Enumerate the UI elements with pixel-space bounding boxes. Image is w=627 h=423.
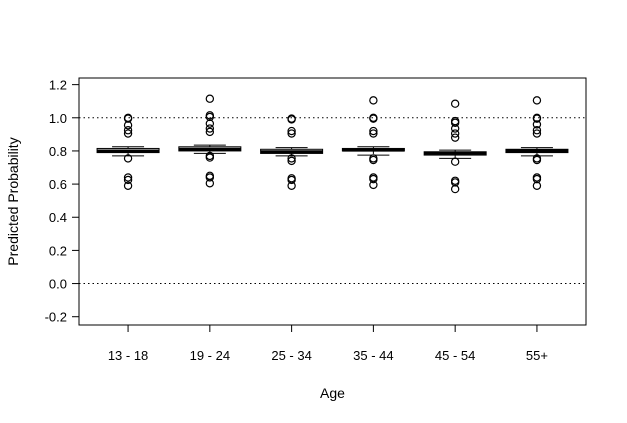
outlier-point	[123, 154, 133, 163]
outlier-point	[369, 129, 378, 138]
outlier-point	[287, 126, 296, 136]
outlier-point	[450, 116, 460, 126]
outlier-point	[287, 154, 296, 163]
y-tick-label: 0.0	[49, 277, 67, 292]
outlier-point	[450, 176, 460, 185]
x-tick-label: 45 - 54	[435, 348, 475, 363]
outlier-point	[123, 129, 133, 138]
outlier-point	[369, 126, 378, 136]
outlier-point	[205, 124, 215, 133]
x-tick-label: 55+	[526, 348, 548, 363]
x-tick-label: 13 - 18	[108, 348, 148, 363]
x-tick-label: 35 - 44	[353, 348, 393, 363]
outlier-point	[287, 129, 296, 138]
outlier-point	[287, 114, 296, 123]
outlier-point	[287, 174, 296, 183]
outlier-point	[532, 173, 542, 182]
box-5	[423, 149, 487, 159]
outlier-point	[532, 126, 542, 135]
y-axis-title: Predicted Probability	[5, 137, 21, 265]
y-tick-label: 0.2	[49, 243, 67, 258]
x-tick-label: 19 - 24	[190, 348, 230, 363]
outlier-point	[123, 126, 133, 135]
plot-frame	[78, 77, 587, 326]
outlier-point	[205, 94, 215, 103]
outlier-point	[369, 173, 378, 182]
y-tick-label: 1.2	[49, 78, 67, 93]
outlier-point	[205, 151, 215, 161]
y-tick-label: 0.4	[49, 210, 67, 225]
box-1	[96, 146, 160, 157]
reference-lines	[79, 117, 586, 285]
y-tick-label: -0.2	[45, 310, 67, 325]
outlier-point	[532, 113, 542, 122]
outlier-point	[532, 154, 542, 163]
outlier-point	[205, 127, 215, 137]
outlier-point	[369, 154, 378, 163]
outlier-point	[123, 173, 133, 182]
outlier-point	[287, 156, 296, 166]
outlier-point	[532, 96, 542, 105]
outlier-point	[123, 113, 133, 122]
outlier-point	[369, 113, 378, 122]
outlier-point	[532, 129, 542, 138]
outlier-points	[123, 94, 542, 194]
y-tick-label: 1.0	[49, 111, 67, 126]
x-tick-label: 25 - 34	[271, 348, 311, 363]
outlier-point	[123, 181, 133, 190]
box-3	[260, 147, 324, 157]
y-tick-label: 0.6	[49, 177, 67, 192]
y-axis: -0.2 0.0 0.2 0.4 0.6 0.8 1.0 1.2	[45, 78, 79, 325]
outlier-point	[450, 129, 460, 138]
x-axis: 13 - 18 19 - 24 25 - 34 35 - 44 45 - 54 55+	[108, 325, 548, 363]
outlier-point	[369, 96, 378, 105]
outlier-point	[205, 171, 215, 181]
box-4	[341, 146, 405, 156]
x-axis-title: Age	[320, 385, 345, 401]
outlier-point	[450, 99, 460, 108]
outlier-point	[450, 133, 460, 142]
box-2	[178, 144, 242, 154]
y-tick-label: 0.8	[49, 144, 67, 159]
outlier-point	[205, 111, 215, 120]
outlier-point	[450, 157, 460, 166]
outlier-point	[123, 175, 133, 185]
boxes	[96, 144, 569, 159]
